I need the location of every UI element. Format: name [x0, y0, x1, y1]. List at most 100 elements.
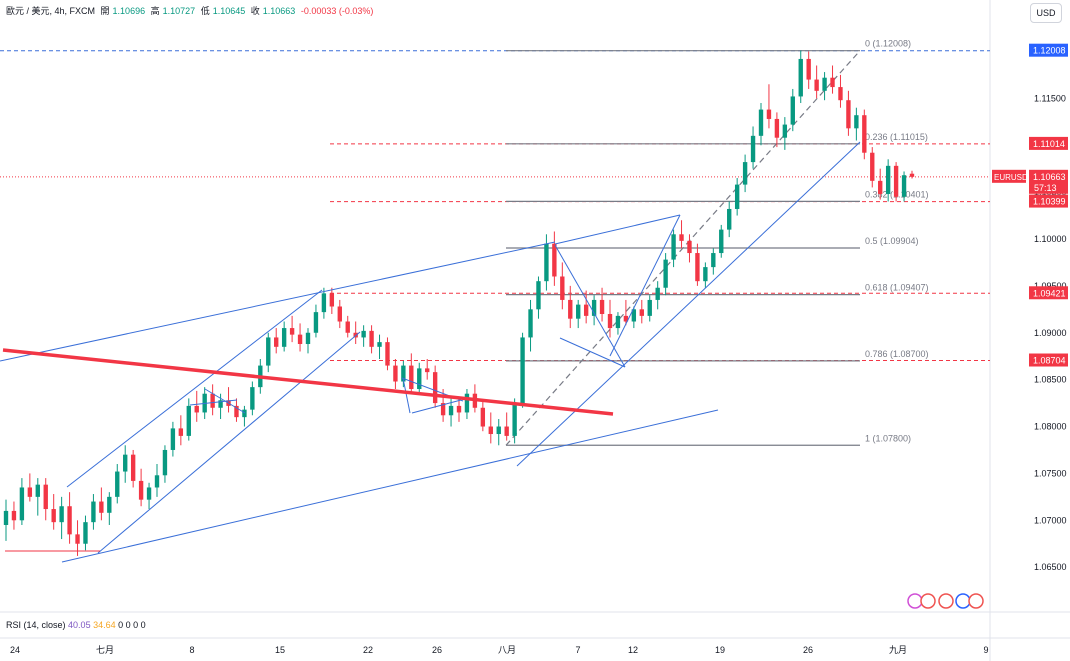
y-tick-label: 1.08000 [1034, 422, 1067, 432]
price-badge-label: 1.10399 [1033, 197, 1066, 207]
candle-body [671, 234, 676, 260]
candle-body [830, 77, 835, 88]
candle-body [91, 501, 96, 523]
candle-body [711, 253, 716, 268]
candle-body [19, 487, 25, 521]
candle-body [909, 173, 915, 177]
candle-body [242, 409, 247, 418]
price-badge-label: 1.08704 [1033, 356, 1066, 366]
candle-body [496, 426, 501, 435]
candle-body [321, 293, 327, 313]
x-tick-label: 九月 [889, 645, 907, 655]
candle-body [599, 299, 605, 314]
candle-body [814, 79, 819, 91]
event-icon [938, 593, 954, 609]
symbol-badge: EURUSD [994, 173, 1028, 182]
candle-body [107, 496, 112, 513]
price-badge-bg [1029, 353, 1068, 367]
candle-body [591, 299, 597, 316]
currency-button[interactable]: USD [1030, 3, 1062, 23]
candle-body [504, 426, 509, 436]
candle-body [766, 109, 772, 119]
candle-body [695, 253, 700, 282]
rsi-legend[interactable]: RSI (14, close) 40.05 34.64 0 0 0 0 [6, 620, 146, 630]
candle-body [552, 243, 557, 277]
candle-body [178, 428, 184, 436]
candle-body [862, 115, 867, 153]
candle-body [377, 342, 382, 347]
price-badge-label: 1.09421 [1033, 288, 1066, 298]
candle-body [51, 509, 56, 523]
price-badge-bg [1029, 43, 1068, 57]
candle-body [854, 115, 859, 129]
candle-body [480, 407, 486, 427]
candle-body [576, 304, 581, 319]
candle-body [687, 240, 692, 254]
candle-body [798, 58, 803, 97]
candle-body [583, 304, 589, 316]
candle-body [615, 315, 621, 329]
x-tick-label: 七月 [96, 645, 114, 655]
candle-body [464, 393, 470, 413]
x-tick-label: 八月 [498, 645, 516, 655]
trend-line [61, 409, 719, 563]
candle-body [536, 281, 541, 310]
candle-body [703, 267, 708, 282]
x-tick-label: 19 [715, 645, 725, 655]
change-value: -0.00033 (-0.03%) [300, 6, 374, 16]
candle-body [727, 208, 732, 230]
open-value: 1.10696 [112, 6, 146, 16]
candle-body [806, 58, 811, 80]
price-badge-bg [1029, 136, 1068, 150]
red-trend-line [2, 348, 614, 416]
candle-body [901, 175, 907, 197]
x-tick-label: 8 [189, 645, 194, 655]
candle-body [432, 372, 438, 404]
candle-body [329, 293, 335, 307]
x-tick-label: 7 [575, 645, 580, 655]
candle-body [281, 328, 287, 347]
x-tick-label: 9 [983, 645, 988, 655]
candle-body [337, 306, 342, 322]
candle-body [655, 287, 660, 300]
x-tick-label: 24 [10, 645, 20, 655]
candle-body [393, 365, 398, 382]
price-badge-bg [1029, 286, 1068, 300]
candle-body [274, 337, 279, 347]
candle-body [846, 100, 851, 129]
candle-body [345, 321, 350, 333]
candle-body [774, 118, 780, 138]
close-value: 1.10663 [262, 6, 296, 16]
rsi-extra: 0 0 0 0 [118, 620, 146, 630]
candle-body [35, 484, 40, 497]
candle-body [647, 299, 652, 316]
price-badge-label: 1.12008 [1033, 46, 1066, 56]
candle-body [250, 387, 255, 410]
candle-body [385, 342, 390, 366]
candle-body [313, 312, 319, 333]
candle-body [3, 510, 9, 525]
candle-body [758, 109, 764, 136]
candle-body [401, 365, 406, 382]
candle-body [456, 405, 462, 413]
event-icon [920, 593, 936, 609]
candle-body [878, 180, 883, 194]
candle-body [544, 243, 549, 282]
candle-body [488, 426, 493, 435]
x-tick-label: 12 [628, 645, 638, 655]
candle-body [417, 368, 422, 390]
candle-body [782, 124, 788, 138]
last-price-label: 1.10663 [1033, 172, 1066, 182]
candle-body [43, 484, 48, 510]
candle-body [790, 96, 795, 125]
symbol-desc[interactable]: 歐元 / 美元, 4h, FXCM [6, 6, 96, 16]
candle-body [742, 162, 748, 185]
candle-body [99, 501, 104, 513]
candle-body [154, 475, 160, 488]
candle-body [297, 334, 303, 345]
candle-body [893, 165, 899, 197]
open-label: 開 [100, 6, 110, 16]
event-icon [907, 593, 923, 609]
candle-body [870, 152, 875, 181]
